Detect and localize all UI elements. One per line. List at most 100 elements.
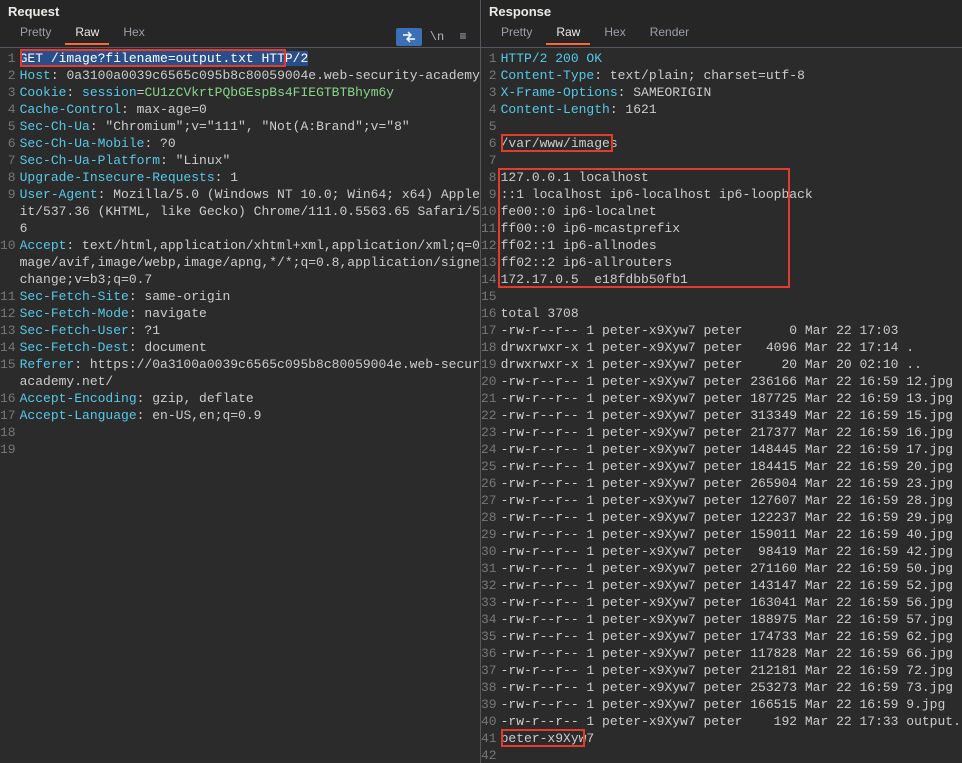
request-title: Request [0, 0, 480, 19]
gutter-line: 24 [481, 441, 497, 458]
code-line: Sec-Ch-Ua-Platform: "Linux" [20, 152, 480, 169]
gutter-line: 34 [481, 611, 497, 628]
gutter-line: 37 [481, 662, 497, 679]
code-line: ff02::1 ip6-allnodes [501, 237, 962, 254]
code-line: Host: 0a3100a0039c6565c095b8c80059004e.w… [20, 67, 480, 84]
response-gutter: 1234567891011121314151617181920212223242… [481, 48, 501, 763]
gutter-line: 26 [481, 475, 497, 492]
response-pane: Response Pretty Raw Hex Render 123456789… [481, 0, 962, 763]
code-line: -rw-r--r-- 1 peter-x9Xyw7 peter 192 Mar … [501, 713, 962, 730]
gutter-line: 41 [481, 730, 497, 747]
request-toolbar: \n ≡ [396, 28, 474, 46]
gutter-line: 2 [481, 67, 497, 84]
code-line [20, 441, 480, 458]
code-line: Sec-Fetch-Mode: navigate [20, 305, 480, 322]
code-line: -rw-r--r-- 1 peter-x9Xyw7 peter 187725 M… [501, 390, 962, 407]
gutter-line: 4 [481, 101, 497, 118]
code-line: drwxrwxr-x 1 peter-x9Xyw7 peter 4096 Mar… [501, 339, 962, 356]
request-code-area[interactable]: 12345678910111213141516171819 GET /image… [0, 48, 480, 763]
code-line: X-Frame-Options: SAMEORIGIN [501, 84, 962, 101]
code-line: -rw-r--r-- 1 peter-x9Xyw7 peter 166515 M… [501, 696, 962, 713]
tab-hex-resp[interactable]: Hex [594, 21, 635, 45]
code-line: -rw-r--r-- 1 peter-x9Xyw7 peter 174733 M… [501, 628, 962, 645]
response-tabs: Pretty Raw Hex Render [481, 19, 962, 45]
code-line: drwxrwxr-x 1 peter-x9Xyw7 peter 20 Mar 2… [501, 356, 962, 373]
gutter-line: 20 [481, 373, 497, 390]
gutter-line: 8 [0, 169, 16, 186]
code-line: -rw-r--r-- 1 peter-x9Xyw7 peter 188975 M… [501, 611, 962, 628]
code-line: Referer: https://0a3100a0039c6565c095b8c… [20, 356, 480, 390]
request-gutter: 12345678910111213141516171819 [0, 48, 20, 763]
tab-pretty[interactable]: Pretty [10, 21, 61, 45]
gutter-line: 6 [0, 135, 16, 152]
split-container: Request Pretty Raw Hex \n ≡ 123456789101… [0, 0, 962, 763]
code-line: GET /image?filename=output.txt HTTP/2 [20, 50, 480, 67]
menu-button[interactable]: ≡ [452, 28, 474, 46]
code-line: -rw-r--r-- 1 peter-x9Xyw7 peter 184415 M… [501, 458, 962, 475]
code-line: HTTP/2 200 OK [501, 50, 962, 67]
response-title: Response [481, 0, 962, 19]
action-button[interactable] [396, 28, 422, 46]
gutter-line: 35 [481, 628, 497, 645]
gutter-line: 9 [0, 186, 16, 237]
gutter-line: 19 [481, 356, 497, 373]
code-line: /var/www/images [501, 135, 962, 152]
gutter-line: 17 [0, 407, 16, 424]
newline-button[interactable]: \n [426, 28, 448, 46]
code-line [501, 747, 962, 763]
gutter-line: 30 [481, 543, 497, 560]
code-line [501, 152, 962, 169]
code-line: Accept-Encoding: gzip, deflate [20, 390, 480, 407]
gutter-line: 13 [0, 322, 16, 339]
gutter-line: 16 [481, 305, 497, 322]
code-line: Content-Type: text/plain; charset=utf-8 [501, 67, 962, 84]
gutter-line: 3 [0, 84, 16, 101]
gutter-line: 7 [0, 152, 16, 169]
code-line: -rw-r--r-- 1 peter-x9Xyw7 peter 122237 M… [501, 509, 962, 526]
code-line: Cache-Control: max-age=0 [20, 101, 480, 118]
code-line: User-Agent: Mozilla/5.0 (Windows NT 10.0… [20, 186, 480, 237]
code-line: -rw-r--r-- 1 peter-x9Xyw7 peter 98419 Ma… [501, 543, 962, 560]
code-line: -rw-r--r-- 1 peter-x9Xyw7 peter 253273 M… [501, 679, 962, 696]
gutter-line: 17 [481, 322, 497, 339]
gutter-line: 16 [0, 390, 16, 407]
gutter-line: 9 [481, 186, 497, 203]
code-line: Accept-Language: en-US,en;q=0.9 [20, 407, 480, 424]
code-line: -rw-r--r-- 1 peter-x9Xyw7 peter 163041 M… [501, 594, 962, 611]
gutter-line: 29 [481, 526, 497, 543]
gutter-line: 11 [481, 220, 497, 237]
response-header: Response Pretty Raw Hex Render [481, 0, 962, 48]
gutter-line: 1 [481, 50, 497, 67]
code-line [501, 288, 962, 305]
gutter-line: 3 [481, 84, 497, 101]
code-line [20, 424, 480, 441]
gutter-line: 12 [481, 237, 497, 254]
request-code[interactable]: GET /image?filename=output.txt HTTP/2Hos… [20, 48, 480, 763]
gutter-line: 25 [481, 458, 497, 475]
gutter-line: 23 [481, 424, 497, 441]
code-line: 127.0.0.1 localhost [501, 169, 962, 186]
gutter-line: 10 [481, 203, 497, 220]
gutter-line: 42 [481, 747, 497, 763]
gutter-line: 28 [481, 509, 497, 526]
gutter-line: 4 [0, 101, 16, 118]
code-line: -rw-r--r-- 1 peter-x9Xyw7 peter 159011 M… [501, 526, 962, 543]
response-code[interactable]: HTTP/2 200 OKContent-Type: text/plain; c… [501, 48, 962, 763]
response-code-area[interactable]: 1234567891011121314151617181920212223242… [481, 48, 962, 763]
gutter-line: 31 [481, 560, 497, 577]
code-line: Sec-Fetch-Site: same-origin [20, 288, 480, 305]
gutter-line: 13 [481, 254, 497, 271]
code-line: -rw-r--r-- 1 peter-x9Xyw7 peter 313349 M… [501, 407, 962, 424]
tab-raw-resp[interactable]: Raw [546, 21, 590, 45]
gutter-line: 15 [481, 288, 497, 305]
gutter-line: 36 [481, 645, 497, 662]
code-line: -rw-r--r-- 1 peter-x9Xyw7 peter 271160 M… [501, 560, 962, 577]
code-line: Sec-Ch-Ua: "Chromium";v="111", "Not(A:Br… [20, 118, 480, 135]
tab-pretty-resp[interactable]: Pretty [491, 21, 542, 45]
gutter-line: 14 [481, 271, 497, 288]
tab-render-resp[interactable]: Render [640, 21, 699, 45]
code-line: -rw-r--r-- 1 peter-x9Xyw7 peter 217377 M… [501, 424, 962, 441]
gutter-line: 33 [481, 594, 497, 611]
tab-raw[interactable]: Raw [65, 21, 109, 45]
tab-hex[interactable]: Hex [113, 21, 154, 45]
